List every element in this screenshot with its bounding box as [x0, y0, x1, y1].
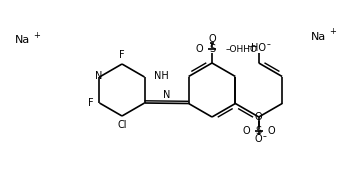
Text: –: – — [267, 40, 271, 50]
Text: +: + — [329, 28, 336, 37]
Text: F: F — [119, 50, 125, 60]
Text: –: – — [263, 132, 267, 141]
Text: O: O — [242, 126, 250, 136]
Text: N: N — [95, 71, 102, 81]
Text: O: O — [255, 112, 263, 122]
Text: Cl: Cl — [117, 120, 127, 130]
Text: F: F — [88, 98, 93, 108]
Text: N: N — [163, 90, 170, 100]
Text: S: S — [209, 44, 215, 54]
Text: HO: HO — [251, 43, 266, 53]
Text: S: S — [256, 126, 262, 136]
Text: NH: NH — [153, 71, 168, 81]
Text: O: O — [268, 126, 275, 136]
Text: Na: Na — [14, 35, 30, 45]
Text: O: O — [208, 34, 216, 44]
Text: –: – — [248, 42, 252, 51]
Text: +: + — [33, 30, 40, 39]
Text: O: O — [195, 44, 203, 54]
Text: –OHHO: –OHHO — [226, 44, 258, 53]
Text: Na: Na — [310, 32, 326, 42]
Text: O: O — [255, 134, 263, 144]
